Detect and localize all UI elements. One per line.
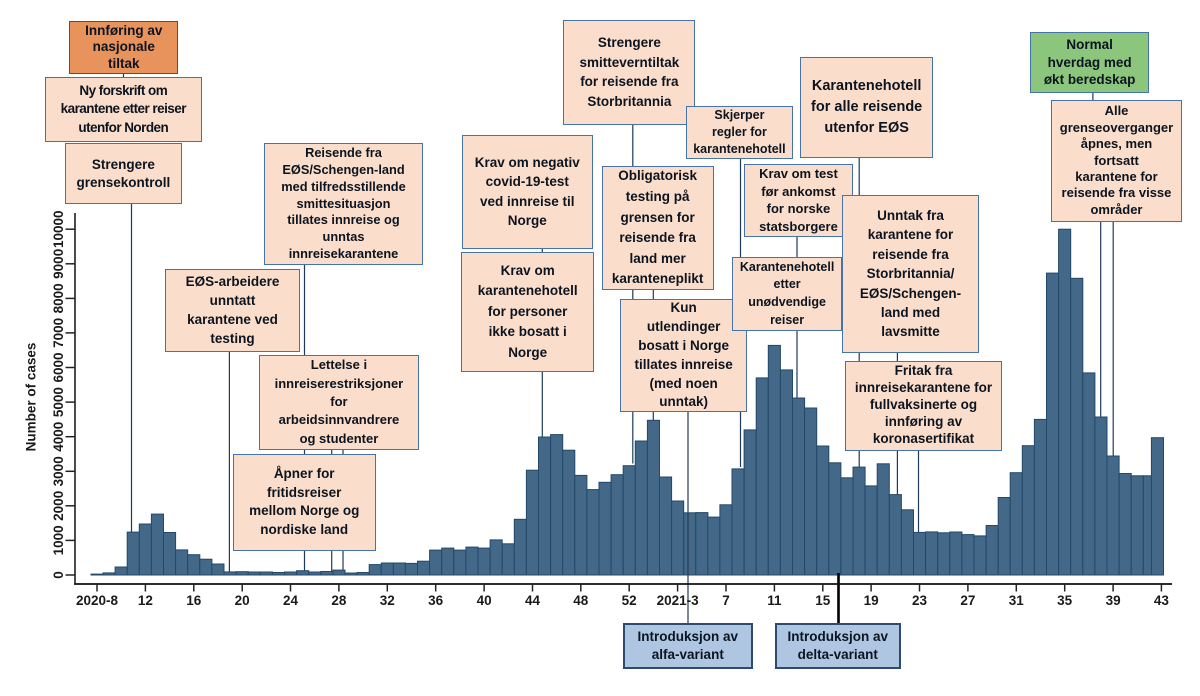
svg-text:8000: 8000 <box>51 283 66 313</box>
svg-text:39: 39 <box>1106 593 1121 608</box>
svg-text:1000: 1000 <box>51 525 66 555</box>
svg-text:9000: 9000 <box>51 249 66 279</box>
svg-text:43: 43 <box>1154 593 1170 608</box>
svg-text:32: 32 <box>380 593 395 608</box>
svg-text:2020-8: 2020-8 <box>76 593 119 608</box>
svg-text:19: 19 <box>864 593 879 608</box>
svg-text:2000: 2000 <box>51 491 66 521</box>
svg-text:7: 7 <box>722 593 730 608</box>
svg-text:23: 23 <box>912 593 928 608</box>
svg-text:2021-3: 2021-3 <box>657 593 700 608</box>
svg-text:16: 16 <box>186 593 202 608</box>
svg-text:36: 36 <box>428 593 444 608</box>
svg-text:12: 12 <box>138 593 153 608</box>
svg-text:6000: 6000 <box>51 352 66 382</box>
svg-text:28: 28 <box>331 593 347 608</box>
svg-text:48: 48 <box>573 593 589 608</box>
svg-text:4000: 4000 <box>51 422 66 452</box>
svg-text:20: 20 <box>235 593 250 608</box>
svg-text:31: 31 <box>1009 593 1025 608</box>
svg-text:27: 27 <box>960 593 975 608</box>
svg-text:11: 11 <box>767 593 782 608</box>
svg-text:0: 0 <box>51 571 66 579</box>
svg-text:10000: 10000 <box>51 210 66 248</box>
svg-text:44: 44 <box>525 593 541 608</box>
svg-text:52: 52 <box>622 593 637 608</box>
svg-text:3000: 3000 <box>51 456 66 486</box>
svg-text:Number of cases: Number of cases <box>24 343 39 452</box>
svg-text:24: 24 <box>283 593 299 608</box>
svg-text:35: 35 <box>1057 593 1073 608</box>
svg-text:15: 15 <box>815 593 831 608</box>
svg-text:7000: 7000 <box>51 318 66 348</box>
svg-text:5000: 5000 <box>51 387 66 417</box>
svg-text:40: 40 <box>477 593 492 608</box>
